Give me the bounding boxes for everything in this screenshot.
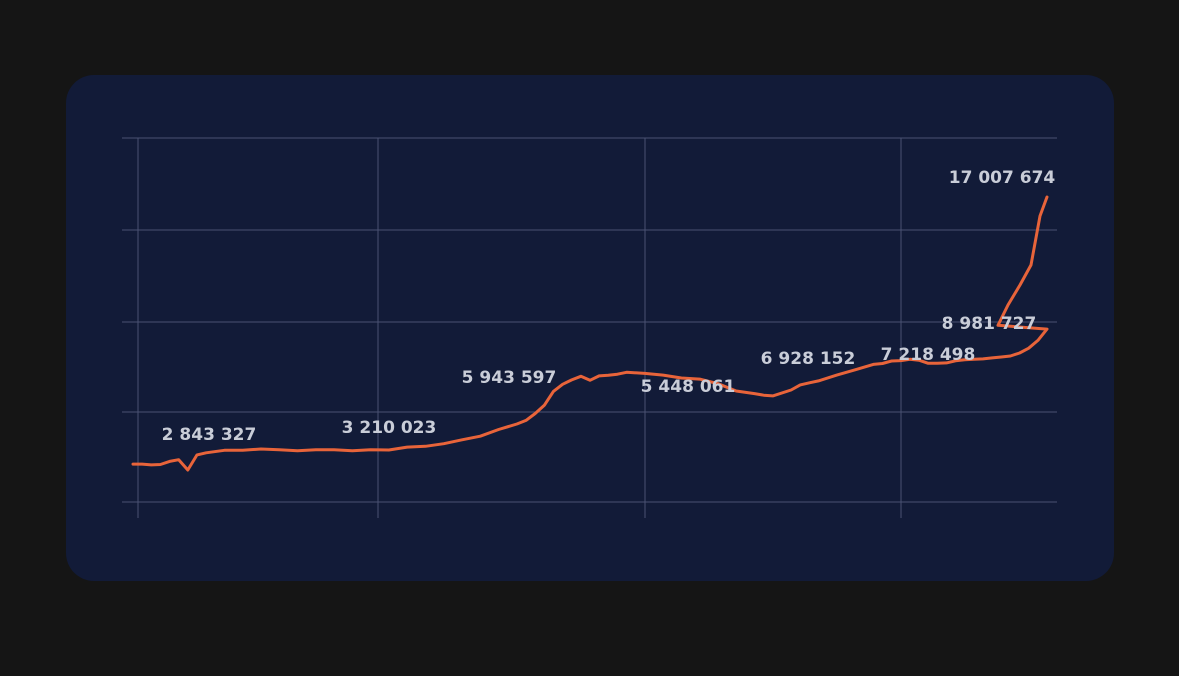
data-label: 7 218 498 — [881, 345, 976, 365]
data-labels: 2 843 327 3 210 023 5 943 597 5 448 061 6 92… — [162, 168, 1056, 445]
data-label: 5 943 597 — [462, 368, 557, 388]
data-label: 6 928 152 — [761, 349, 856, 369]
chart-panel — [66, 75, 1114, 581]
data-label: 3 210 023 — [342, 418, 437, 438]
data-label: 17 007 674 — [949, 168, 1056, 188]
data-label: 2 843 327 — [162, 425, 257, 445]
data-label: 5 448 061 — [641, 377, 736, 397]
series-line — [131, 195, 1049, 472]
data-label: 8 981 727 — [942, 314, 1037, 334]
chart-grid — [122, 137, 1057, 518]
